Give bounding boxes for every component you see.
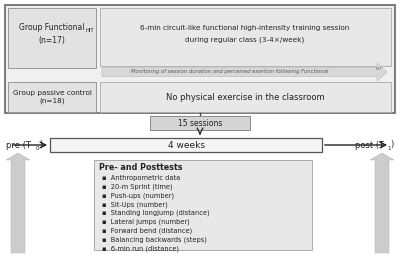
Text: ▪  Lateral jumps (number): ▪ Lateral jumps (number) — [102, 219, 190, 225]
Text: ▪  Balancing backwards (steps): ▪ Balancing backwards (steps) — [102, 236, 207, 243]
Bar — [8, 82, 96, 112]
Polygon shape — [370, 153, 394, 253]
Text: post (T: post (T — [355, 141, 384, 150]
Bar — [8, 8, 96, 68]
Text: Monitoring of session duration and perceived exertion following Functional: Monitoring of session duration and perce… — [131, 69, 329, 74]
Bar — [50, 138, 322, 152]
Text: No physical exercise in the classroom: No physical exercise in the classroom — [166, 92, 324, 101]
Text: pre (T: pre (T — [6, 141, 31, 150]
Text: HIT: HIT — [376, 67, 382, 71]
Text: ▪  Sit-Ups (number): ▪ Sit-Ups (number) — [102, 201, 168, 208]
Text: 4 weeks: 4 weeks — [168, 141, 204, 150]
Text: 0: 0 — [36, 145, 40, 151]
Text: during regular class (3-4×/week): during regular class (3-4×/week) — [185, 37, 305, 43]
Text: ): ) — [39, 141, 42, 150]
Text: (n=17): (n=17) — [38, 36, 66, 45]
Text: Group passive control
(n=18): Group passive control (n=18) — [12, 90, 92, 104]
Text: ▪  20-m Sprint (time): ▪ 20-m Sprint (time) — [102, 184, 173, 190]
Text: ): ) — [390, 141, 393, 150]
Bar — [100, 8, 391, 66]
Bar — [5, 5, 395, 113]
Bar — [94, 160, 312, 250]
Bar — [100, 82, 391, 112]
Text: ▪  Push-ups (number): ▪ Push-ups (number) — [102, 192, 174, 199]
Text: ▪  6-min run (distance): ▪ 6-min run (distance) — [102, 245, 179, 252]
Text: ▪  Anthropometric data: ▪ Anthropometric data — [102, 175, 180, 181]
Polygon shape — [102, 63, 387, 81]
Text: ▪  Forward bend (distance): ▪ Forward bend (distance) — [102, 228, 192, 234]
Text: 6-min circuit-like functional high-intensity training session: 6-min circuit-like functional high-inten… — [140, 25, 350, 31]
Text: ▪  Standing longjump (distance): ▪ Standing longjump (distance) — [102, 210, 210, 217]
Polygon shape — [6, 153, 30, 253]
Text: Pre- and Posttests: Pre- and Posttests — [99, 164, 182, 173]
Text: 1: 1 — [387, 145, 390, 151]
Text: 15 sessions: 15 sessions — [178, 119, 222, 127]
Bar — [150, 116, 250, 130]
Text: HIT: HIT — [86, 28, 95, 34]
Text: Group Functional: Group Functional — [19, 24, 85, 33]
